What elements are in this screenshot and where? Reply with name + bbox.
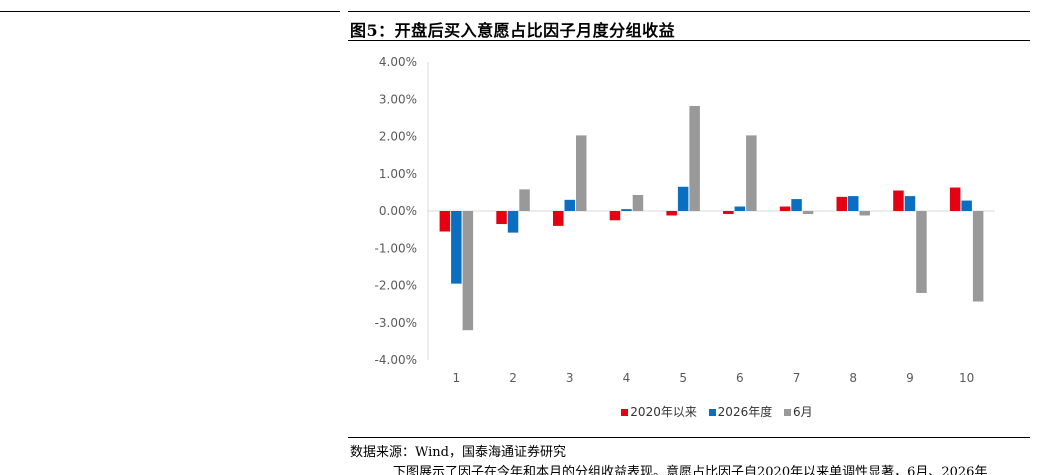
y-tick-label: -4.00% <box>375 353 417 367</box>
y-tick-label: 4.00% <box>379 55 417 69</box>
bar-2026 <box>961 200 972 211</box>
bar-2026 <box>564 199 575 211</box>
bar-2020 <box>779 206 791 211</box>
legend-swatch-2026 <box>708 409 716 416</box>
bar-2026 <box>904 196 916 211</box>
bar-2026 <box>621 209 632 211</box>
x-tick-label: 9 <box>906 371 914 385</box>
bar-2026 <box>677 186 689 211</box>
source-note: 数据来源：Wind，国泰海通证券研究 <box>350 445 566 460</box>
title-rule <box>348 40 1030 41</box>
legend-swatch-2020 <box>621 409 629 416</box>
body-text-partial: 下图展示了因子在今年和本月的分组收益表现。意愿占比因子自2020年以来单调性显著… <box>393 465 988 475</box>
bar-2026 <box>734 206 746 211</box>
top-rule-right <box>348 11 1030 12</box>
bar-2020 <box>439 211 451 232</box>
x-tick-label: 7 <box>793 371 801 385</box>
bar-2020 <box>723 211 734 214</box>
bar-2020 <box>496 211 507 225</box>
bar-june <box>746 135 757 211</box>
bottom-rule <box>348 437 1030 438</box>
bar-june <box>689 105 700 211</box>
x-tick-label: 4 <box>623 371 631 385</box>
bar-2026 <box>507 211 519 233</box>
x-tick-label: 5 <box>679 371 687 385</box>
y-tick-label: 2.00% <box>379 130 417 144</box>
bar-june <box>802 211 814 214</box>
bar-2020 <box>666 211 677 216</box>
legend-item-june: 6月 <box>784 403 813 420</box>
legend-label-june: 6月 <box>793 405 813 419</box>
bar-2020 <box>893 190 904 211</box>
y-tick-label: 1.00% <box>379 167 417 181</box>
y-tick-label: 0.00% <box>379 204 417 218</box>
bar-june <box>576 135 587 211</box>
bar-june <box>462 211 474 331</box>
y-tick-label: 3.00% <box>379 92 417 106</box>
bar-june <box>916 211 927 293</box>
bar-2026 <box>848 196 859 211</box>
y-tick-label: -3.00% <box>375 316 417 330</box>
bar-2026 <box>451 211 462 284</box>
legend-item-2020: 2020年以来 <box>621 403 697 420</box>
x-tick-label: 6 <box>736 371 744 385</box>
bar-june <box>972 211 984 302</box>
chart-legend: 2020年以来 2026年度 6月 <box>0 403 1037 420</box>
figure-title: 图5：开盘后买入意愿占比因子月度分组收益 <box>350 21 676 40</box>
x-tick-label: 1 <box>453 371 461 385</box>
bar-june <box>632 194 644 211</box>
legend-label-2026: 2026年度 <box>717 405 773 419</box>
bar-2020 <box>553 211 564 226</box>
legend-swatch-june <box>784 409 792 416</box>
x-tick-label: 3 <box>566 371 574 385</box>
x-tick-label: 8 <box>849 371 857 385</box>
bar-2026 <box>791 199 802 211</box>
legend-item-2026: 2026年度 <box>708 403 773 420</box>
legend-label-2020: 2020年以来 <box>630 405 697 419</box>
x-tick-label: 10 <box>959 371 974 385</box>
bar-2020 <box>609 211 621 221</box>
x-tick-label: 2 <box>509 371 517 385</box>
bar-2020 <box>949 187 961 211</box>
y-tick-label: -2.00% <box>375 279 417 293</box>
bar-2020 <box>836 196 847 211</box>
y-tick-label: -1.00% <box>375 241 417 255</box>
top-rule-left <box>0 11 340 12</box>
bar-june <box>519 189 530 211</box>
bar-june <box>859 211 870 216</box>
